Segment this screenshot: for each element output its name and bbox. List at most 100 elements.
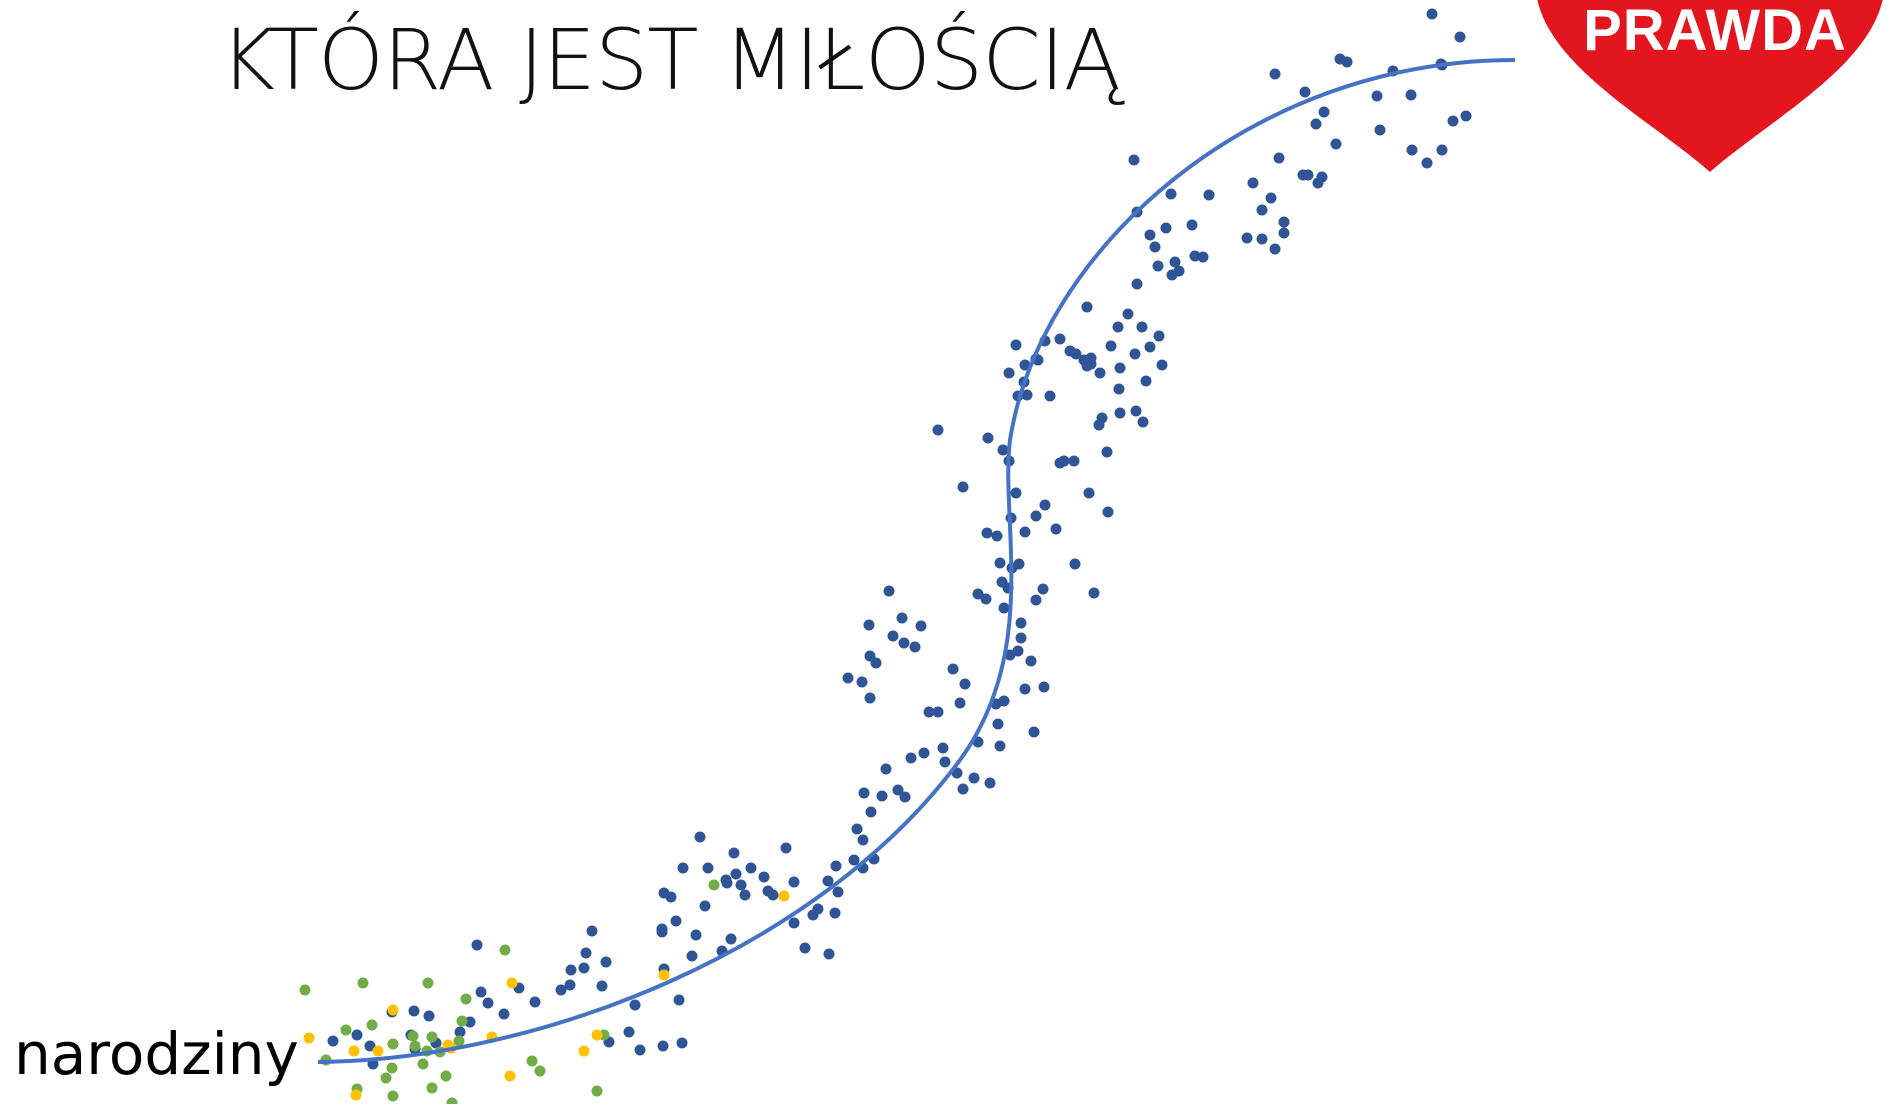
- scatter-dot: [1310, 118, 1322, 130]
- scatter-dot: [1054, 457, 1066, 469]
- scatter-dot: [1128, 154, 1140, 166]
- scatter-dot: [1028, 726, 1040, 738]
- scatter-dot: [596, 980, 608, 992]
- scatter-dot: [957, 783, 969, 795]
- scatter-dot: [386, 1062, 398, 1074]
- scatter-dot: [1269, 68, 1281, 80]
- scatter-dot: [725, 933, 737, 945]
- scatter-dot: [1256, 233, 1268, 245]
- scatter-dot: [1085, 352, 1097, 364]
- scatter-dot: [529, 996, 541, 1008]
- scatter-dot: [409, 1040, 421, 1052]
- scatter-dot: [994, 557, 1006, 569]
- scatter-dot: [348, 1045, 360, 1057]
- scatter-dot: [730, 868, 742, 880]
- scatter-dot: [1039, 499, 1051, 511]
- scatter-dot: [1189, 250, 1201, 262]
- scatter-dot: [1081, 301, 1093, 313]
- scatter-dot: [1015, 617, 1027, 629]
- scatter-dot: [1330, 138, 1342, 150]
- scatter-dot: [623, 1026, 635, 1038]
- scatter-dot: [471, 939, 483, 951]
- scatter-dot: [968, 772, 980, 784]
- scatter-dot: [939, 756, 951, 768]
- scatter-dot: [499, 944, 511, 956]
- scatter-dot: [1269, 243, 1281, 255]
- scatter-dot: [857, 834, 869, 846]
- scatter-dot: [1156, 359, 1168, 371]
- scatter-dot: [453, 1035, 465, 1047]
- scatter-dot: [1131, 278, 1143, 290]
- scatter-dot: [357, 977, 369, 989]
- scatter-dot: [1030, 594, 1042, 606]
- scatter-dot: [1050, 523, 1062, 535]
- scatter-dot: [1256, 204, 1268, 216]
- scatter-dot: [896, 612, 908, 624]
- scatter-dot: [880, 763, 892, 775]
- scatter-dot: [1093, 419, 1105, 431]
- scatter-dot: [387, 1004, 399, 1016]
- scatter-dot: [327, 1035, 339, 1047]
- scatter-dot: [1265, 192, 1277, 204]
- scatter-dot: [555, 984, 567, 996]
- scatter-dot: [842, 672, 854, 684]
- scatter-dot: [1013, 558, 1025, 570]
- scatter-dot: [780, 842, 792, 854]
- scatter-dot: [1094, 367, 1106, 379]
- scatter-dot: [909, 641, 921, 653]
- scatter-dot: [1010, 339, 1022, 351]
- scatter-dot: [591, 1085, 603, 1097]
- scatter-dot: [1371, 90, 1383, 102]
- scatter-dot: [1278, 216, 1290, 228]
- scatter-dot: [408, 1005, 420, 1017]
- scatter-dot: [699, 900, 711, 912]
- scatter-dot: [980, 593, 992, 605]
- scatter-dot: [918, 747, 930, 759]
- scatter-dot: [1247, 177, 1259, 189]
- scatter-dot: [1278, 227, 1290, 239]
- scatter-dot: [387, 1038, 399, 1050]
- scatter-dot: [1186, 219, 1198, 231]
- scatter-dot: [676, 1037, 688, 1049]
- scatter-dot: [823, 948, 835, 960]
- scatter-dot: [863, 619, 875, 631]
- scatter-dot: [1144, 341, 1156, 353]
- scatter-dot: [1165, 188, 1177, 200]
- scatter-dot: [992, 718, 1004, 730]
- scatter-dot: [1405, 89, 1417, 101]
- scatter-dot: [905, 752, 917, 764]
- scatter-dot: [1203, 189, 1215, 201]
- scatter-dot: [673, 994, 685, 1006]
- scatter-dot: [475, 986, 487, 998]
- scatter-dot: [440, 1070, 452, 1082]
- scatter-dot: [1088, 587, 1100, 599]
- heart-icon: [1537, 0, 1883, 172]
- scatter-dot: [947, 663, 959, 675]
- scatter-dot: [1160, 222, 1172, 234]
- scatter-dot: [387, 1090, 399, 1102]
- scatter-dot: [1030, 510, 1042, 522]
- scatter-dot: [446, 1097, 458, 1104]
- scatter-dot: [454, 1026, 466, 1038]
- scatter-dot: [1037, 583, 1049, 595]
- scatter-dot: [982, 432, 994, 444]
- scatter-dot: [504, 1070, 516, 1082]
- scatter-dot: [380, 1072, 392, 1084]
- scatter-dot: [1374, 124, 1386, 136]
- scatter-dot: [870, 657, 882, 669]
- scatter-dot: [1015, 632, 1027, 644]
- scatter-dot: [565, 964, 577, 976]
- scatter-dot: [981, 527, 993, 539]
- scatter-dot: [1166, 269, 1178, 281]
- scatter-dot: [686, 950, 698, 962]
- scatter-dot: [898, 637, 910, 649]
- scatter-dot: [351, 1029, 363, 1041]
- scatter-dot: [851, 823, 863, 835]
- start-label: narodziny: [14, 1020, 299, 1088]
- scatter-dot: [1069, 558, 1081, 570]
- scatter-dot: [991, 530, 1003, 542]
- scatter-dot: [997, 444, 1009, 456]
- scatter-dot: [1149, 241, 1161, 253]
- scatter-dot: [1169, 256, 1181, 268]
